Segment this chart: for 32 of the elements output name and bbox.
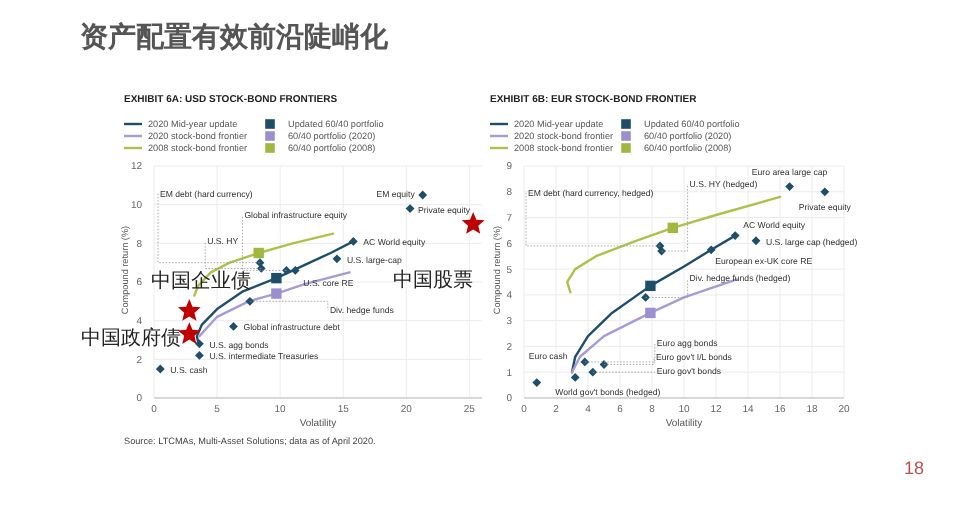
point bbox=[229, 322, 238, 331]
point bbox=[290, 266, 300, 275]
point bbox=[667, 222, 678, 234]
point bbox=[177, 299, 201, 321]
point bbox=[348, 237, 358, 246]
line-series bbox=[193, 232, 335, 297]
point bbox=[155, 364, 165, 374]
point bbox=[177, 322, 201, 344]
point bbox=[645, 280, 656, 292]
point bbox=[820, 187, 830, 197]
point bbox=[282, 266, 291, 275]
point bbox=[271, 288, 282, 299]
point bbox=[418, 190, 428, 200]
point bbox=[532, 378, 542, 387]
annotation: 中国股票 bbox=[393, 268, 474, 292]
point bbox=[195, 339, 204, 349]
point bbox=[332, 254, 342, 264]
point bbox=[195, 351, 204, 360]
point bbox=[706, 245, 716, 255]
point bbox=[253, 247, 264, 259]
point bbox=[461, 212, 485, 234]
point bbox=[785, 182, 794, 192]
point bbox=[570, 372, 580, 382]
point bbox=[641, 293, 650, 302]
text: 18 bbox=[904, 458, 925, 478]
point bbox=[580, 357, 590, 367]
point bbox=[751, 236, 761, 246]
text: 资产配置有效前沿陡峭化 bbox=[80, 20, 390, 54]
annotation: 中国政府债 bbox=[81, 326, 182, 351]
point bbox=[645, 307, 656, 319]
point bbox=[730, 231, 740, 240]
point bbox=[271, 272, 282, 284]
